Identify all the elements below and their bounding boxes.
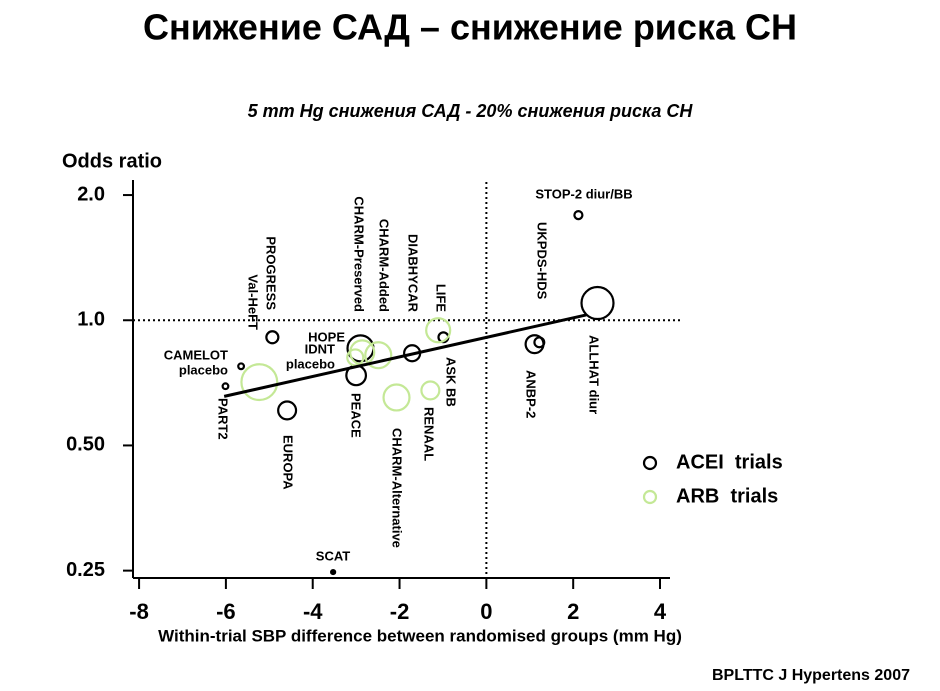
point-label: STOP-2 diur/BB xyxy=(535,186,632,201)
bubble xyxy=(277,400,298,421)
bubble xyxy=(382,383,411,412)
point-label: ANBP-2 xyxy=(524,370,539,418)
legend-symbol xyxy=(642,455,658,471)
point-label: PART2 xyxy=(216,398,231,440)
point-label: CHARM-Added xyxy=(377,219,392,312)
y-tick-label: 0.25 xyxy=(66,559,105,581)
bubble xyxy=(221,382,230,391)
legend-symbol xyxy=(642,489,658,505)
chart-title: Снижение САД – снижение риска СН xyxy=(143,7,797,48)
bubble xyxy=(524,334,545,355)
point-label: UKPDS-HDS xyxy=(535,222,550,300)
y-axis-label: Odds ratio xyxy=(62,150,162,172)
point-label: ALLHAT diur xyxy=(587,335,602,414)
point-label: placebo xyxy=(286,356,335,371)
bubble xyxy=(240,363,279,402)
point-label: EUROPA xyxy=(281,435,296,490)
y-tick-label: 0.50 xyxy=(66,434,105,456)
x-tick-label: -4 xyxy=(303,599,323,624)
bubble xyxy=(330,568,337,576)
x-tick-label: 2 xyxy=(567,599,579,624)
point-label: CHARM-Alternative xyxy=(390,428,405,548)
y-tick-label: 1.0 xyxy=(77,309,105,331)
y-tick-label: 2.0 xyxy=(77,183,105,205)
point-label: LIFE xyxy=(434,284,449,312)
bubble xyxy=(237,362,246,371)
point-label: CHARM-Preserved xyxy=(352,196,367,312)
point-label: SCAT xyxy=(316,548,350,563)
point-label: HOPE xyxy=(308,329,345,344)
x-axis-label: Within-trial SBP difference between rand… xyxy=(158,626,682,645)
chart-subtitle: 5 mm Hg снижения САД - 20% снижения риск… xyxy=(248,101,694,121)
point-label: RENAAL xyxy=(422,407,437,461)
point-label: ASK BB xyxy=(444,357,459,407)
point-label: PROGRESS xyxy=(264,236,279,310)
bubble xyxy=(265,330,280,345)
x-tick-label: -8 xyxy=(129,599,149,624)
point-label: PEACE xyxy=(349,393,364,438)
trend-line xyxy=(223,313,587,398)
bubble xyxy=(573,209,584,221)
point-label: CAMELOT xyxy=(164,347,228,362)
source: BPLTTC J Hypertens 2007 xyxy=(712,667,910,684)
point-label: placebo xyxy=(179,362,228,377)
bubble xyxy=(420,380,441,401)
point-label: DIABHYCAR xyxy=(406,234,421,313)
point-label: IDNT xyxy=(305,341,335,356)
bubble xyxy=(364,341,393,370)
x-tick-label: 4 xyxy=(654,599,667,624)
x-tick-label: 0 xyxy=(480,599,492,624)
x-tick-label: -6 xyxy=(216,599,236,624)
point-label: Val-HeFT xyxy=(246,274,261,330)
legend-label: ARB trials xyxy=(676,485,778,507)
bubble xyxy=(425,317,452,344)
legend-label: ACEI trials xyxy=(676,451,783,473)
x-tick-label: -2 xyxy=(390,599,410,624)
bubble xyxy=(580,285,615,321)
